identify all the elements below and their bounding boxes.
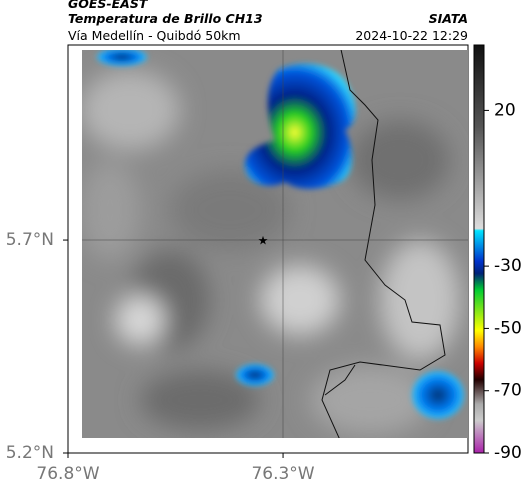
colorbar-tick-label: -70 [494,381,522,401]
colorbar-tick-label: -50 [494,318,522,338]
colorbar-tick-label: 20 [494,100,516,120]
y-tick-label: 5.2°N [6,443,54,463]
timestamp: 2024-10-22 12:29 [355,28,468,43]
colorbar-tick-label: -90 [494,443,522,463]
colorbar [473,44,485,454]
source: GOES-EAST [68,0,149,11]
satellite-image [82,50,468,438]
ticks: 76.8°W 76.3°W 5.7°N 5.2°N 20 -30 -50 -70 -90 [6,100,522,484]
brand: SIATA [429,11,468,26]
x-tick-label: 76.8°W [36,464,99,484]
colorbar-tick-label: -30 [494,256,522,276]
route: Vía Medellín - Quibdó 50km [68,28,241,43]
x-tick-label: 76.3°W [251,464,314,484]
product: Temperatura de Brillo CH13 [68,11,263,26]
y-tick-label: 5.7°N [6,230,54,250]
city-marker: ★ [258,234,269,248]
